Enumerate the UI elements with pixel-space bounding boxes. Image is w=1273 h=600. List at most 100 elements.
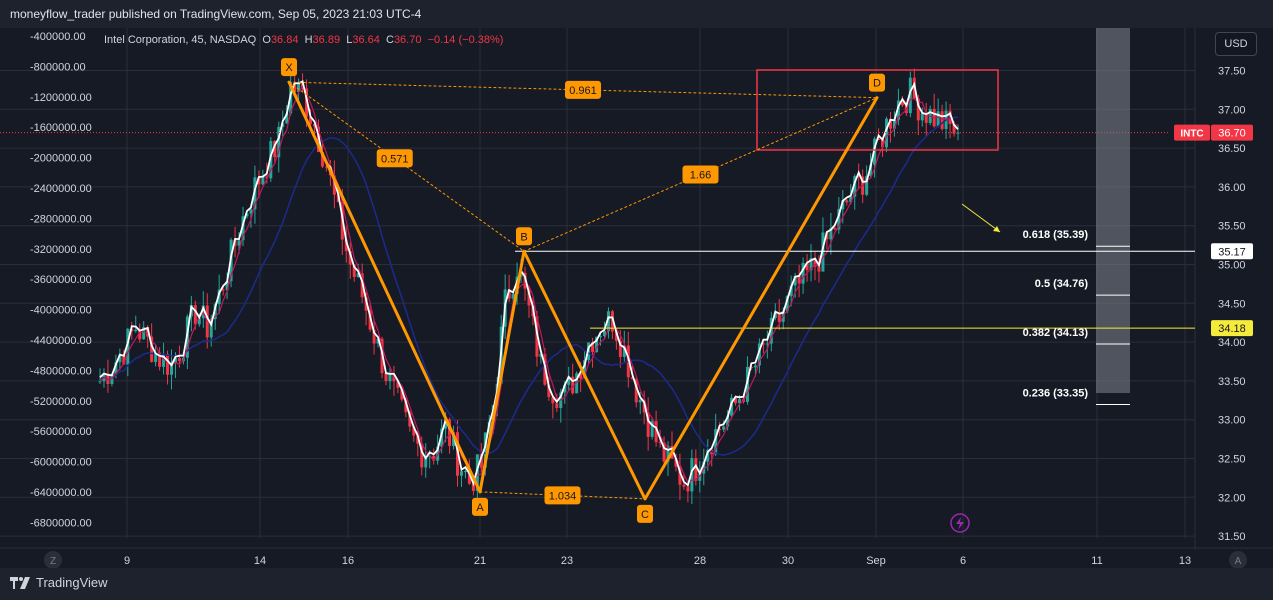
lightning-icon <box>950 513 970 533</box>
left-axis-tick: -400000.00 <box>30 31 86 43</box>
chart-area[interactable] <box>0 28 1273 568</box>
ticker-tag-bg <box>1174 124 1210 141</box>
left-axis-tick: -1200000.00 <box>30 92 92 104</box>
candle-body <box>908 77 912 114</box>
candle-body <box>277 126 281 158</box>
left-axis-tick: -5600000.00 <box>30 426 92 438</box>
right-axis: 37.50 37.00 36.50 36.00 35.50 35.00 34.50 34.00… <box>1194 28 1246 550</box>
left-axis-tick: -4000000.00 <box>30 305 92 317</box>
candle-body <box>634 379 638 403</box>
pattern-point-d: D <box>873 78 881 90</box>
candle-body <box>416 435 420 444</box>
candle-body <box>602 331 606 336</box>
candle-body <box>865 175 869 195</box>
change-value: −0.14 (−0.38%) <box>427 34 504 46</box>
low-value: 36.64 <box>352 34 380 46</box>
time-tick: 21 <box>474 555 486 567</box>
time-tick: 6 <box>960 555 966 567</box>
tradingview-logo-icon <box>10 576 30 589</box>
candle-body <box>761 343 765 345</box>
pattern-point-bg <box>869 73 885 92</box>
candle-body <box>177 358 181 362</box>
candle-body <box>313 124 316 127</box>
candle-body <box>726 415 730 427</box>
candle-body <box>193 304 197 325</box>
candle-body <box>753 365 757 368</box>
candle-body <box>591 342 595 353</box>
candle-body <box>118 354 122 363</box>
candle-body <box>245 213 249 217</box>
candle-body <box>606 311 610 332</box>
currency-button[interactable]: USD <box>1215 32 1257 56</box>
price-tag-bg <box>1211 124 1253 141</box>
left-axis-tick: -2400000.00 <box>30 183 92 195</box>
time-tick: 13 <box>1179 555 1191 567</box>
candle-body <box>400 387 404 400</box>
candle-body <box>285 113 289 124</box>
pattern-point-c: C <box>641 509 649 521</box>
lightning-icon-ring <box>950 513 970 533</box>
candle-body <box>678 466 682 485</box>
candle-body <box>885 118 888 148</box>
candle-body <box>475 454 479 491</box>
candle-body <box>364 297 368 311</box>
candle-body <box>348 251 352 265</box>
candle-body <box>682 484 686 487</box>
candle-body <box>845 200 849 203</box>
ratio-label: 0.961 <box>569 85 597 97</box>
candle-body <box>217 289 221 305</box>
candle-body <box>618 340 622 357</box>
candle-body <box>142 327 146 340</box>
horizontal-line-label: 35.17 <box>1218 246 1246 258</box>
candle-body <box>749 366 753 368</box>
candle-body <box>662 442 666 462</box>
candle-body <box>579 373 583 379</box>
pattern-point-bg <box>472 497 488 516</box>
candle-body <box>773 313 777 319</box>
close-label: C <box>385 34 394 46</box>
candle-body <box>551 397 555 404</box>
blue-moving-average <box>99 116 959 456</box>
pattern-leg-bc <box>522 249 647 501</box>
candle-body <box>249 209 253 214</box>
candle-body <box>173 358 177 364</box>
left-axis-tick: -800000.00 <box>30 61 86 73</box>
time-tick: 23 <box>561 555 573 567</box>
candle-body <box>857 176 861 178</box>
candle-body <box>420 443 424 468</box>
price-tick: 34.50 <box>1218 298 1246 310</box>
candle-body <box>869 164 873 176</box>
price-chart[interactable]: -400000.00 -800000.00 -1200000.00 -1600000.… <box>0 28 1273 568</box>
candle-body <box>674 458 678 467</box>
left-axis-tick: -4400000.00 <box>30 335 92 347</box>
horizontal-line-label-bg <box>1211 320 1253 337</box>
fib-column <box>1096 28 1130 393</box>
fib-level-label: 0.382 (34.13) <box>1023 327 1089 339</box>
candle-body <box>765 343 769 345</box>
candle-body <box>555 403 559 408</box>
pattern-ratio-xd <box>288 81 878 99</box>
symbol-legend: Intel Corporation, 45, NASDAQ O36.84 H36… <box>104 34 503 46</box>
candle-body <box>344 239 348 252</box>
horizontal-line-label: 34.18 <box>1218 323 1246 335</box>
candle-body <box>801 262 805 284</box>
candle-body <box>376 338 380 344</box>
candle-body <box>622 345 626 357</box>
top-bar: moneyflow_trader published on TradingVie… <box>0 0 1273 28</box>
left-axis-tick: -6800000.00 <box>30 517 92 529</box>
candle-body <box>150 336 154 363</box>
candle-body <box>507 289 511 299</box>
candle-body <box>448 419 452 446</box>
ticker-tag: INTC <box>1180 129 1203 140</box>
candle-body <box>813 258 817 267</box>
candle-body <box>352 264 356 277</box>
candle-body <box>841 200 845 210</box>
price-tick: 33.00 <box>1218 415 1246 427</box>
candle-body <box>809 258 813 271</box>
time-axis: 9 14 16 21 23 28 30 Sep 6 11 13 Z A <box>0 547 1273 568</box>
white-line <box>99 80 959 487</box>
candle-body <box>896 100 900 120</box>
candle-body <box>936 111 940 127</box>
candle-body <box>614 331 618 341</box>
candle-body <box>797 275 801 284</box>
